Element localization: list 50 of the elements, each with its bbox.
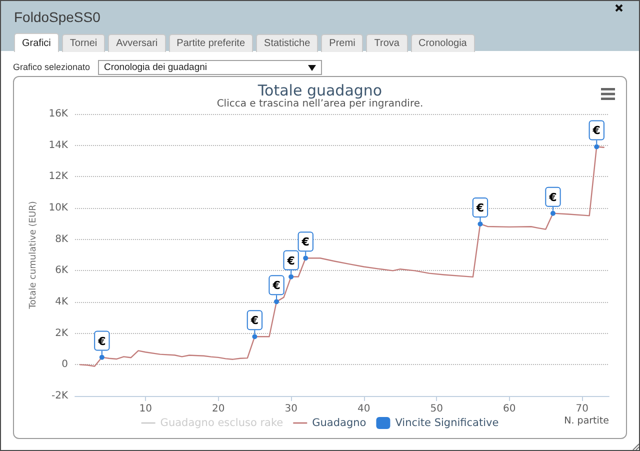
point [303, 256, 308, 261]
data-label: € [475, 201, 484, 214]
x-tick-label: 50 [430, 404, 443, 414]
data-label: € [300, 236, 310, 249]
y-axis-title: Totale cumulative (EUR) [28, 201, 38, 310]
text: Trova [374, 38, 400, 49]
y-tick-label: 10K [48, 202, 68, 214]
y-tick-label: 8K [55, 234, 68, 245]
x-axis-title: N. partite [564, 416, 610, 426]
legend-label: Guadagno [312, 417, 366, 429]
text: Tornei [70, 38, 98, 49]
chart-subtitle: Clicca e trascina nell’area per ingrandire. [216, 98, 424, 110]
data-label: € [548, 190, 557, 204]
text: Avversari [116, 38, 158, 49]
chart-title: Totale guadagno [256, 82, 382, 100]
x-tick-label: 70 [576, 404, 588, 414]
legend-label: Vincite Significative [395, 417, 499, 429]
x-tick-label: 20 [212, 404, 225, 414]
x-tick-label: 10 [139, 404, 152, 414]
text: Cronologia dei guadagni [104, 62, 207, 73]
text: FoldoSpeSS0 [14, 9, 100, 25]
y-tick-label: -2K [51, 390, 68, 402]
y-tick-label: 4K [55, 296, 68, 308]
text: Statistiche [264, 38, 310, 49]
point [274, 299, 280, 304]
y-tick-label: 0 [62, 359, 68, 370]
x-tick-label: 60 [502, 404, 516, 414]
data-label: € [272, 279, 280, 292]
point [550, 210, 556, 216]
text: Premi [329, 38, 356, 49]
point [99, 354, 104, 360]
data-label: € [592, 124, 600, 138]
text: Grafico selezionato [13, 62, 90, 72]
text: Partite preferite [176, 38, 246, 49]
y-tick-label: 2K [55, 328, 68, 339]
x-tick-label: 30 [284, 404, 298, 414]
text: Grafici [22, 38, 51, 48]
x-tick-label: 40 [357, 404, 370, 414]
y-tick-label: 6K [55, 265, 68, 276]
point [594, 144, 600, 150]
point [288, 274, 294, 280]
data-label: € [97, 334, 106, 348]
data-label: € [286, 254, 295, 268]
point [478, 221, 483, 226]
y-tick-label: 14K [48, 140, 68, 151]
text: Cronologia [418, 38, 467, 49]
y-tick-label: 16K [48, 108, 68, 120]
y-tick-label: 12K [48, 171, 68, 182]
point [252, 334, 258, 340]
data-label: € [250, 314, 259, 328]
